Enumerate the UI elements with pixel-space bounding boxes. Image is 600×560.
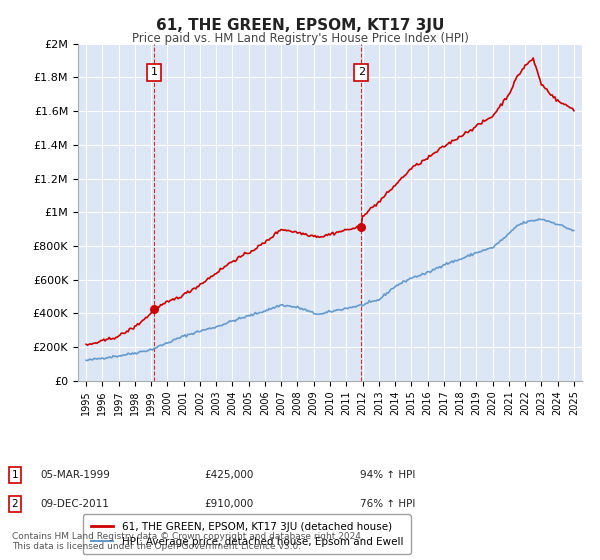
- Text: 09-DEC-2011: 09-DEC-2011: [41, 499, 110, 509]
- Text: 05-MAR-1999: 05-MAR-1999: [41, 470, 110, 480]
- Point: [356, 223, 366, 232]
- Text: 1: 1: [151, 67, 157, 77]
- Text: 76% ↑ HPI: 76% ↑ HPI: [360, 499, 415, 509]
- Text: Contains HM Land Registry data © Crown copyright and database right 2024.
This d: Contains HM Land Registry data © Crown c…: [12, 531, 364, 551]
- Legend: 61, THE GREEN, EPSOM, KT17 3JU (detached house), HPI: Average price, detached ho: 61, THE GREEN, EPSOM, KT17 3JU (detached…: [83, 515, 410, 554]
- Text: 94% ↑ HPI: 94% ↑ HPI: [360, 470, 415, 480]
- Text: £425,000: £425,000: [204, 470, 253, 480]
- Text: Price paid vs. HM Land Registry's House Price Index (HPI): Price paid vs. HM Land Registry's House …: [131, 32, 469, 45]
- Text: 2: 2: [358, 67, 365, 77]
- Text: 1: 1: [11, 470, 19, 480]
- Text: 61, THE GREEN, EPSOM, KT17 3JU: 61, THE GREEN, EPSOM, KT17 3JU: [156, 18, 444, 34]
- Text: £910,000: £910,000: [204, 499, 253, 509]
- Text: 2: 2: [11, 499, 19, 509]
- Point: [149, 305, 159, 314]
